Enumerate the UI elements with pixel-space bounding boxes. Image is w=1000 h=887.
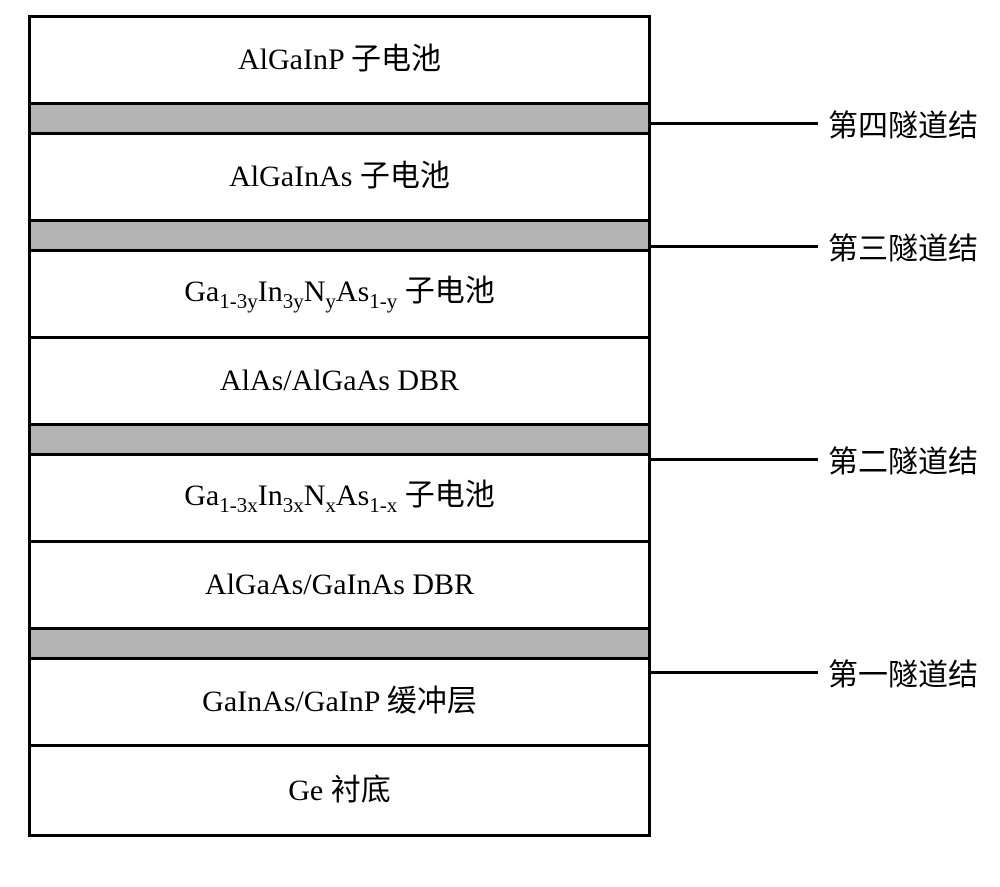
layer-label-L7: GaInAs/GaInP 缓冲层 [202,687,477,717]
annotation-label: 第三隧道结 [828,224,978,268]
annotation-label: 第四隧道结 [828,101,978,145]
layer-label-L1: AlGaInP 子电池 [238,45,441,75]
layer-stack: AlGaInP 子电池 AlGaInAs 子电池 Ga1-3yIn3yNyAs1-y… [28,15,651,837]
layer-TJ3 [31,222,648,252]
layer-L7: GaInAs/GaInP 缓冲层 [31,660,648,747]
annotation-TJ1: 第一隧道结 [651,657,978,687]
annotation-label: 第二隧道结 [828,437,978,481]
layer-L4: AlAs/AlGaAs DBR [31,339,648,426]
annotation-line [651,122,818,125]
annotation-TJ2: 第二隧道结 [651,444,978,474]
layer-label-L4: AlAs/AlGaAs DBR [220,366,459,396]
layer-TJ2 [31,426,648,456]
canvas: AlGaInP 子电池 AlGaInAs 子电池 Ga1-3yIn3yNyAs1-y… [0,0,1000,887]
annotation-line [651,458,818,461]
layer-L8: Ge 衬底 [31,747,648,834]
annotation-TJ4: 第四隧道结 [651,108,978,138]
layer-label-L6: AlGaAs/GaInAs DBR [205,570,474,600]
layer-L3: Ga1-3yIn3yNyAs1-y 子电池 [31,252,648,339]
layer-label-L3: Ga1-3yIn3yNyAs1-y 子电池 [184,277,495,312]
annotation-line [651,245,818,248]
layer-L6: AlGaAs/GaInAs DBR [31,543,648,630]
layer-label-L8: Ge 衬底 [288,776,390,806]
layer-L5: Ga1-3xIn3xNxAs1-x 子电池 [31,456,648,543]
layer-TJ1 [31,630,648,660]
layer-L2: AlGaInAs 子电池 [31,135,648,222]
annotation-line [651,671,818,674]
annotation-label: 第一隧道结 [828,650,978,694]
layer-label-L5: Ga1-3xIn3xNxAs1-x 子电池 [184,481,495,516]
layer-TJ4 [31,105,648,135]
layer-L1: AlGaInP 子电池 [31,18,648,105]
layer-label-L2: AlGaInAs 子电池 [229,162,450,192]
annotation-TJ3: 第三隧道结 [651,231,978,261]
